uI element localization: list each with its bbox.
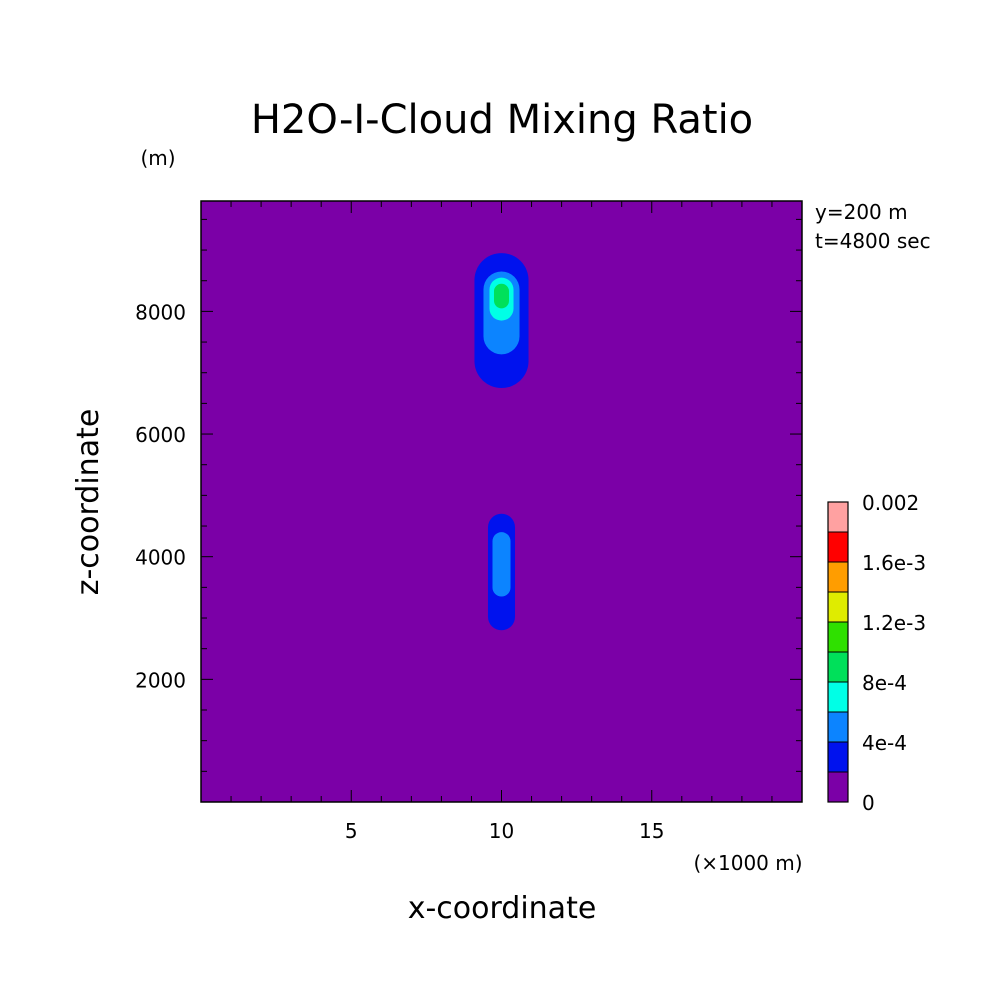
contour-fields [474, 253, 529, 631]
colorbar-swatch-2 [827, 711, 849, 743]
colorbar-label: 8e-4 [862, 671, 907, 695]
x-axis-label: x-coordinate [408, 891, 597, 926]
colorbar-swatch-7 [827, 561, 849, 593]
plot-area [200, 200, 803, 803]
minor-ticks [201, 201, 802, 802]
colorbar: 0 4e-4 8e-4 1.2e-3 1.6e-3 0.002 [827, 491, 926, 815]
y-tick-label: 2000 [135, 668, 186, 692]
y-tick-label: 4000 [135, 546, 186, 570]
y-axis-label: z-coordinate [71, 409, 106, 596]
colorbar-label: 0 [862, 791, 875, 815]
contour-lower-cloud-level-2 [492, 532, 511, 597]
info-line-y: y=200 m [815, 200, 908, 224]
colorbar-swatch-8 [827, 531, 849, 563]
x-tick-label: 5 [345, 819, 358, 843]
colorbar-swatch-1 [827, 741, 849, 773]
x-tick-label: 15 [639, 819, 664, 843]
x-tick-label: 10 [489, 819, 514, 843]
colorbar-swatch-3 [827, 681, 849, 713]
chart-title: H2O-I-Cloud Mixing Ratio [251, 97, 753, 143]
colorbar-swatch-4 [827, 651, 849, 683]
colorbar-swatch-5 [827, 621, 849, 653]
y-axis-ticks: 2000 4000 6000 8000 [135, 300, 186, 692]
colorbar-frame [827, 501, 849, 803]
colorbar-label: 0.002 [862, 491, 919, 515]
plot-frame [200, 200, 803, 803]
colorbar-swatch-0 [827, 771, 849, 803]
x-axis-ticks: 5 10 15 [345, 819, 665, 843]
contour-upper-cloud-level-4 [493, 283, 510, 309]
y-tick-label: 6000 [135, 423, 186, 447]
x-unit-label: (×1000 m) [693, 851, 802, 875]
y-tick-label: 8000 [135, 300, 186, 324]
colorbar-label: 1.2e-3 [862, 611, 926, 635]
info-line-t: t=4800 sec [815, 229, 931, 253]
colorbar-swatch-6 [827, 591, 849, 623]
colorbar-label: 4e-4 [862, 731, 907, 755]
colorbar-label: 1.6e-3 [862, 551, 926, 575]
y-unit-label: (m) [140, 146, 175, 170]
colorbar-swatch-9 [827, 501, 849, 533]
